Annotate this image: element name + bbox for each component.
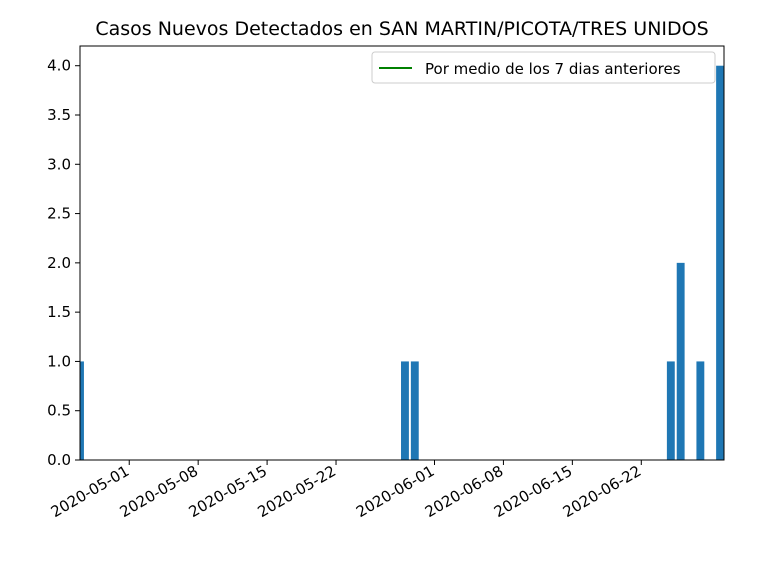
y-tick-label: 2.0 [47, 254, 71, 272]
bar-2020-06-25 [666, 361, 675, 460]
bars-group [80, 65, 724, 460]
plot-frame [79, 45, 725, 461]
legend-entry-label: Por medio de los 7 dias anteriores [425, 60, 681, 78]
x-tick-label: 2020-06-22 [560, 462, 645, 521]
axes-group: 0.00.51.01.52.02.53.03.54.02020-05-01202… [47, 45, 725, 521]
y-tick-label: 1.5 [47, 303, 71, 321]
chart-title: Casos Nuevos Detectados en SAN MARTIN/PI… [95, 18, 708, 40]
bar-2020-06-28 [696, 361, 705, 460]
legend: Por medio de los 7 dias anteriores [371, 51, 716, 84]
bar-2020-05-29 [401, 361, 409, 460]
bar-2020-06-26 [676, 262, 685, 460]
bar-2020-05-30 [410, 361, 419, 460]
y-tick-label: 0.5 [47, 402, 71, 420]
y-tick-label: 1.0 [47, 352, 71, 370]
legend-box [371, 51, 716, 84]
x-tick-label: 2020-05-22 [255, 462, 340, 521]
y-tick-label: 0.0 [47, 451, 71, 469]
y-tick-label: 3.0 [47, 155, 71, 173]
y-tick-label: 4.0 [47, 57, 71, 75]
y-tick-label: 2.5 [47, 205, 71, 223]
bar-2020-04-26 [80, 361, 84, 460]
y-tick-label: 3.5 [47, 106, 71, 124]
bar-2020-06-30 [716, 65, 724, 460]
